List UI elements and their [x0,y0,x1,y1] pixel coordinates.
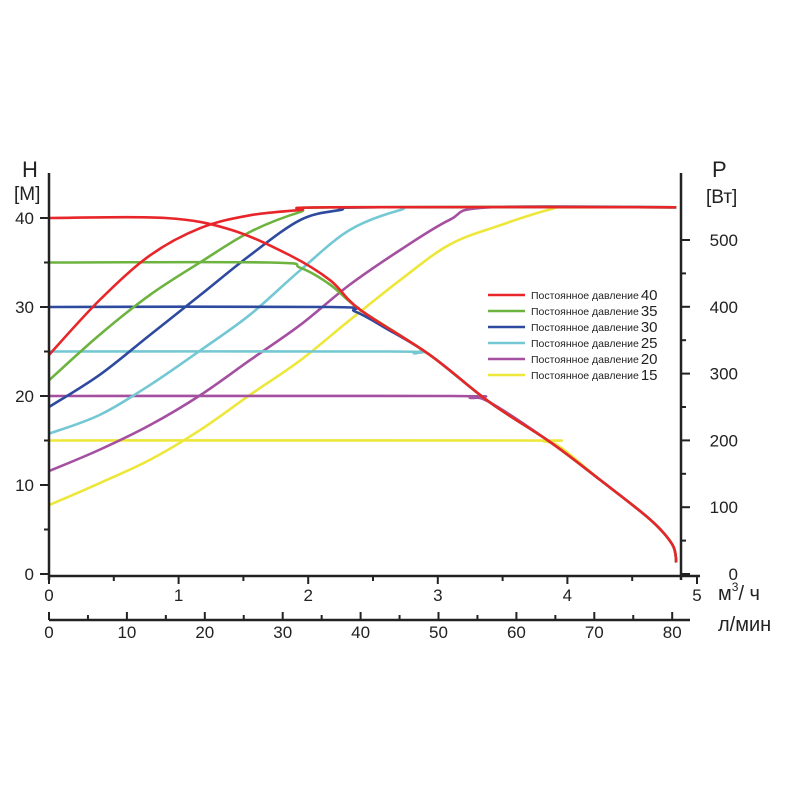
right-axis-unit: [Вт] [706,187,737,208]
left-axis-unit: [M] [14,184,40,205]
left-tick-label: 40 [15,209,34,228]
legend-value: 20 [641,351,658,368]
x-tick-label: 5 [692,586,701,605]
x-tick-label: 4 [563,586,572,605]
x2-tick-label: 40 [351,623,370,642]
legend-value: 15 [641,367,658,384]
legend-name: Постоянное давление [531,370,639,382]
x2-tick-label: 50 [429,623,448,642]
x2-tick-label: 20 [195,623,214,642]
x2-tick-label: 60 [507,623,526,642]
left-tick-label: 30 [15,298,34,317]
right-tick-label: 100 [710,498,738,517]
right-tick-label: 200 [710,431,738,450]
right-tick-label: 400 [710,298,738,317]
power-curve-25 [48,205,677,435]
legend-label-35: Постоянное давление 35 [531,303,658,320]
left-tick-label: 10 [15,476,34,495]
legend-value: 35 [641,303,658,320]
legend-name: Постоянное давление [531,306,639,318]
legend-label-25: Постоянное давление 25 [531,335,658,352]
x-axis-unit: м3/ ч [718,580,760,605]
x2-tick-label: 10 [117,623,136,642]
legend-name: Постоянное давление [531,354,639,366]
x-tick-label: 1 [174,586,183,605]
legend-value: 25 [641,335,658,352]
legend-label-30: Постоянное давление 30 [531,319,658,336]
left-tick-label: 0 [25,565,34,584]
legend-value: 40 [641,287,658,304]
x-axis2-unit: л/мин [718,614,771,636]
x2-tick-label: 80 [663,623,682,642]
x-axis-unit-sup: 3 [732,580,739,594]
x-axis-unit-main: м [718,583,732,605]
curves-layer [48,205,678,563]
legend-name: Постоянное давление [531,322,639,334]
left-tick-label: 20 [15,387,34,406]
x2-tick-label: 70 [585,623,604,642]
right-tick-label: 0 [729,565,738,584]
x2-tick-label: 0 [44,623,53,642]
legend-name: Постоянное давление [531,338,639,350]
head-curve-15 [48,439,678,563]
power-curve-40 [48,205,677,356]
left-axis-label: H [22,157,38,182]
legend-name: Постоянное давление [531,290,639,302]
legend-label-40: Постоянное давление 40 [531,287,658,304]
x-axis-unit-rest: / ч [738,583,760,605]
head-curve-25 [48,349,678,563]
x-tick-label: 0 [44,586,53,605]
head-curve-20 [48,394,678,563]
right-tick-label: 300 [710,365,738,384]
right-tick-label: 500 [710,231,738,250]
legend-label-15: Постоянное давление 15 [531,367,658,384]
legend-label-20: Постоянное давление 20 [531,351,658,368]
right-axis-label: P [712,157,727,182]
head-curve-40 [48,215,678,563]
x2-tick-label: 30 [273,623,292,642]
x-tick-label: 2 [303,586,312,605]
x-tick-label: 3 [433,586,442,605]
legend-value: 30 [641,319,658,336]
